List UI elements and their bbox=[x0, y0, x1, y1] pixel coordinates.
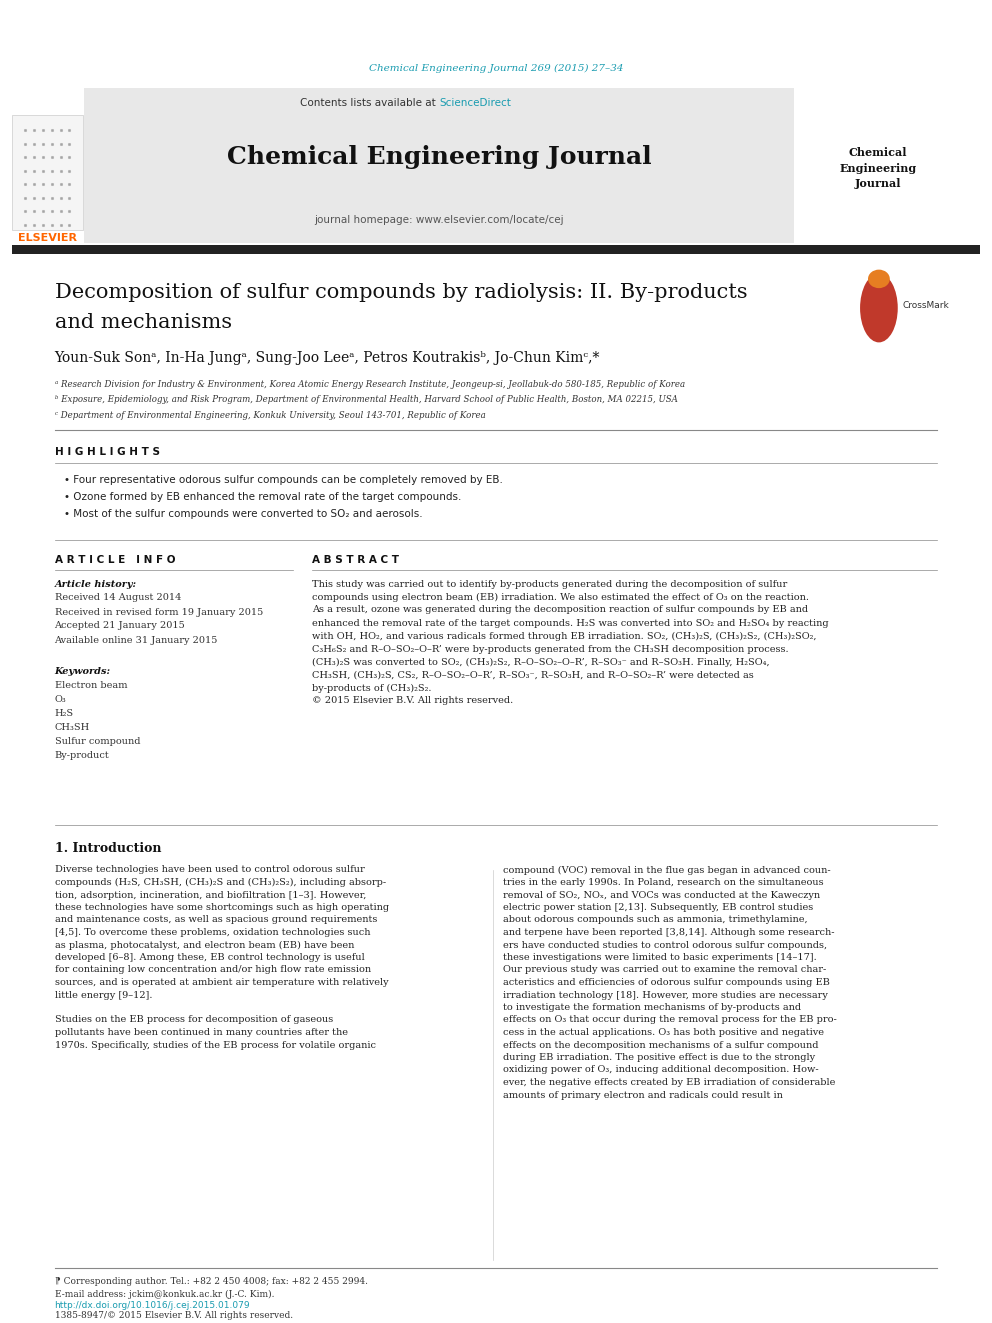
Ellipse shape bbox=[860, 274, 898, 343]
Text: Contents lists available at: Contents lists available at bbox=[301, 98, 439, 108]
Text: CH₃SH, (CH₃)₂S, CS₂, R–O–SO₂–O–R’, R–SO₃⁻, R–SO₃H, and R–O–SO₂–R’ were detected : CH₃SH, (CH₃)₂S, CS₂, R–O–SO₂–O–R’, R–SO₃… bbox=[312, 671, 754, 680]
Text: ELSEVIER: ELSEVIER bbox=[18, 233, 77, 243]
Text: As a result, ozone was generated during the decomposition reaction of sulfur com: As a result, ozone was generated during … bbox=[312, 606, 808, 614]
Bar bbox=[12, 115, 83, 230]
Text: Accepted 21 January 2015: Accepted 21 January 2015 bbox=[55, 622, 186, 631]
Text: Chemical Engineering Journal 269 (2015) 27–34: Chemical Engineering Journal 269 (2015) … bbox=[369, 64, 623, 73]
Text: and mechanisms: and mechanisms bbox=[55, 312, 232, 332]
Text: Studies on the EB process for decomposition of gaseous: Studies on the EB process for decomposit… bbox=[55, 1016, 332, 1024]
Text: E-mail address: jckim@konkuk.ac.kr (J.-C. Kim).: E-mail address: jckim@konkuk.ac.kr (J.-C… bbox=[55, 1290, 274, 1299]
Text: Diverse technologies have been used to control odorous sulfur: Diverse technologies have been used to c… bbox=[55, 865, 364, 875]
Text: compound (VOC) removal in the flue gas began in advanced coun-: compound (VOC) removal in the flue gas b… bbox=[503, 865, 830, 875]
Text: effects on O₃ that occur during the removal process for the EB pro-: effects on O₃ that occur during the remo… bbox=[503, 1016, 836, 1024]
Text: O₃: O₃ bbox=[55, 696, 66, 705]
Text: • Most of the sulfur compounds were converted to SO₂ and aerosols.: • Most of the sulfur compounds were conv… bbox=[64, 509, 424, 519]
Text: enhanced the removal rate of the target compounds. H₂S was converted into SO₂ an: enhanced the removal rate of the target … bbox=[312, 618, 829, 627]
Text: (CH₃)₂S was converted to SO₂, (CH₃)₂S₂, R–O–SO₂–O–R’, R–SO₃⁻ and R–SO₃H. Finally: (CH₃)₂S was converted to SO₂, (CH₃)₂S₂, … bbox=[312, 658, 770, 667]
Text: CH₃SH: CH₃SH bbox=[55, 724, 90, 733]
Text: developed [6–8]. Among these, EB control technology is useful: developed [6–8]. Among these, EB control… bbox=[55, 953, 364, 962]
Text: • Four representative odorous sulfur compounds can be completely removed by EB.: • Four representative odorous sulfur com… bbox=[64, 475, 503, 486]
Text: compounds using electron beam (EB) irradiation. We also estimated the effect of : compounds using electron beam (EB) irrad… bbox=[312, 593, 809, 602]
Text: journal homepage: www.elsevier.com/locate/cej: journal homepage: www.elsevier.com/locat… bbox=[314, 216, 564, 225]
Text: during EB irradiation. The positive effect is due to the strongly: during EB irradiation. The positive effe… bbox=[503, 1053, 815, 1062]
Text: little energy [9–12].: little energy [9–12]. bbox=[55, 991, 152, 999]
Text: irradiation technology [18]. However, more studies are necessary: irradiation technology [18]. However, mo… bbox=[503, 991, 827, 999]
Text: tries in the early 1990s. In Poland, research on the simultaneous: tries in the early 1990s. In Poland, res… bbox=[503, 878, 823, 886]
Ellipse shape bbox=[868, 270, 890, 288]
Text: and terpene have been reported [3,8,14]. Although some research-: and terpene have been reported [3,8,14].… bbox=[503, 927, 834, 937]
Text: these technologies have some shortcomings such as high operating: these technologies have some shortcoming… bbox=[55, 904, 389, 912]
Text: electric power station [2,13]. Subsequently, EB control studies: electric power station [2,13]. Subsequen… bbox=[503, 904, 813, 912]
Text: A R T I C L E   I N F O: A R T I C L E I N F O bbox=[55, 556, 175, 565]
Text: acteristics and efficiencies of odorous sulfur compounds using EB: acteristics and efficiencies of odorous … bbox=[503, 978, 830, 987]
Text: ers have conducted studies to control odorous sulfur compounds,: ers have conducted studies to control od… bbox=[503, 941, 827, 950]
Text: Received in revised form 19 January 2015: Received in revised form 19 January 2015 bbox=[55, 607, 263, 617]
Text: ᵇ Exposure, Epidemiology, and Risk Program, Department of Environmental Health, : ᵇ Exposure, Epidemiology, and Risk Progr… bbox=[55, 396, 678, 405]
Text: CrossMark: CrossMark bbox=[903, 300, 949, 310]
Text: ScienceDirect: ScienceDirect bbox=[439, 98, 511, 108]
Text: Chemical
Engineering
Journal: Chemical Engineering Journal bbox=[839, 147, 917, 189]
Text: H₂S: H₂S bbox=[55, 709, 73, 718]
Text: oxidizing power of O₃, inducing additional decomposition. How-: oxidizing power of O₃, inducing addition… bbox=[503, 1065, 818, 1074]
Text: sources, and is operated at ambient air temperature with relatively: sources, and is operated at ambient air … bbox=[55, 978, 388, 987]
Text: Received 14 August 2014: Received 14 August 2014 bbox=[55, 594, 181, 602]
Text: Chemical Engineering Journal: Chemical Engineering Journal bbox=[227, 146, 652, 169]
Text: Available online 31 January 2015: Available online 31 January 2015 bbox=[55, 635, 218, 644]
Text: ᵃ Research Division for Industry & Environment, Korea Atomic Energy Research Ins: ᵃ Research Division for Industry & Envir… bbox=[55, 381, 684, 389]
Text: as plasma, photocatalyst, and electron beam (EB) have been: as plasma, photocatalyst, and electron b… bbox=[55, 941, 354, 950]
Text: Sulfur compound: Sulfur compound bbox=[55, 737, 140, 746]
Text: Decomposition of sulfur compounds by radiolysis: II. By-products: Decomposition of sulfur compounds by rad… bbox=[55, 283, 747, 302]
Text: tion, adsorption, incineration, and biofiltration [1–3]. However,: tion, adsorption, incineration, and biof… bbox=[55, 890, 366, 900]
Text: 1970s. Specifically, studies of the EB process for volatile organic: 1970s. Specifically, studies of the EB p… bbox=[55, 1040, 376, 1049]
Text: with OH, HO₂, and various radicals formed through EB irradiation. SO₂, (CH₃)₂S, : with OH, HO₂, and various radicals forme… bbox=[312, 631, 817, 640]
Text: and maintenance costs, as well as spacious ground requirements: and maintenance costs, as well as spacio… bbox=[55, 916, 377, 925]
Text: amounts of primary electron and radicals could result in: amounts of primary electron and radicals… bbox=[503, 1090, 783, 1099]
Text: © 2015 Elsevier B.V. All rights reserved.: © 2015 Elsevier B.V. All rights reserved… bbox=[312, 696, 514, 705]
Text: effects on the decomposition mechanisms of a sulfur compound: effects on the decomposition mechanisms … bbox=[503, 1040, 818, 1049]
Text: By-product: By-product bbox=[55, 751, 109, 761]
Text: • Ozone formed by EB enhanced the removal rate of the target compounds.: • Ozone formed by EB enhanced the remova… bbox=[64, 492, 462, 501]
Text: ever, the negative effects created by EB irradiation of considerable: ever, the negative effects created by EB… bbox=[503, 1078, 835, 1088]
Text: Article history:: Article history: bbox=[55, 579, 137, 589]
Bar bbox=[84, 89, 794, 243]
Text: Our previous study was carried out to examine the removal char-: Our previous study was carried out to ex… bbox=[503, 966, 826, 975]
Text: [4,5]. To overcome these problems, oxidation technologies such: [4,5]. To overcome these problems, oxida… bbox=[55, 927, 370, 937]
Text: ⁋ Corresponding author. Tel.: +82 2 450 4008; fax: +82 2 455 2994.: ⁋ Corresponding author. Tel.: +82 2 450 … bbox=[55, 1277, 368, 1286]
Text: for containing low concentration and/or high flow rate emission: for containing low concentration and/or … bbox=[55, 966, 371, 975]
Text: these investigations were limited to basic experiments [14–17].: these investigations were limited to bas… bbox=[503, 953, 816, 962]
Text: about odorous compounds such as ammonia, trimethylamine,: about odorous compounds such as ammonia,… bbox=[503, 916, 807, 925]
Text: by-products of (CH₃)₂S₂.: by-products of (CH₃)₂S₂. bbox=[312, 684, 432, 692]
Text: H I G H L I G H T S: H I G H L I G H T S bbox=[55, 447, 160, 456]
Text: C₃H₆S₂ and R–O–SO₂–O–R’ were by-products generated from the CH₃SH decomposition : C₃H₆S₂ and R–O–SO₂–O–R’ were by-products… bbox=[312, 644, 789, 654]
Text: This study was carried out to identify by-products generated during the decompos: This study was carried out to identify b… bbox=[312, 579, 788, 589]
Text: Keywords:: Keywords: bbox=[55, 668, 111, 676]
Text: 1385-8947/© 2015 Elsevier B.V. All rights reserved.: 1385-8947/© 2015 Elsevier B.V. All right… bbox=[55, 1311, 293, 1320]
Bar bbox=[12, 245, 980, 254]
Text: pollutants have been continued in many countries after the: pollutants have been continued in many c… bbox=[55, 1028, 347, 1037]
Text: compounds (H₂S, CH₃SH, (CH₃)₂S and (CH₃)₂S₂), including absorp-: compounds (H₂S, CH₃SH, (CH₃)₂S and (CH₃)… bbox=[55, 878, 386, 886]
Text: Electron beam: Electron beam bbox=[55, 681, 127, 691]
Text: to investigate the formation mechanisms of by-products and: to investigate the formation mechanisms … bbox=[503, 1003, 802, 1012]
Text: A B S T R A C T: A B S T R A C T bbox=[312, 556, 400, 565]
Text: Youn-Suk Sonᵃ, In-Ha Jungᵃ, Sung-Joo Leeᵃ, Petros Koutrakisᵇ, Jo-Chun Kimᶜ,*: Youn-Suk Sonᵃ, In-Ha Jungᵃ, Sung-Joo Lee… bbox=[55, 351, 600, 365]
Text: removal of SO₂, NOₓ, and VOCs was conducted at the Kaweczyn: removal of SO₂, NOₓ, and VOCs was conduc… bbox=[503, 890, 820, 900]
Text: http://dx.doi.org/10.1016/j.cej.2015.01.079: http://dx.doi.org/10.1016/j.cej.2015.01.… bbox=[55, 1301, 250, 1310]
Text: 1. Introduction: 1. Introduction bbox=[55, 841, 161, 855]
Text: cess in the actual applications. O₃ has both positive and negative: cess in the actual applications. O₃ has … bbox=[503, 1028, 824, 1037]
Text: ᶜ Department of Environmental Engineering, Konkuk University, Seoul 143-701, Rep: ᶜ Department of Environmental Engineerin… bbox=[55, 410, 485, 419]
